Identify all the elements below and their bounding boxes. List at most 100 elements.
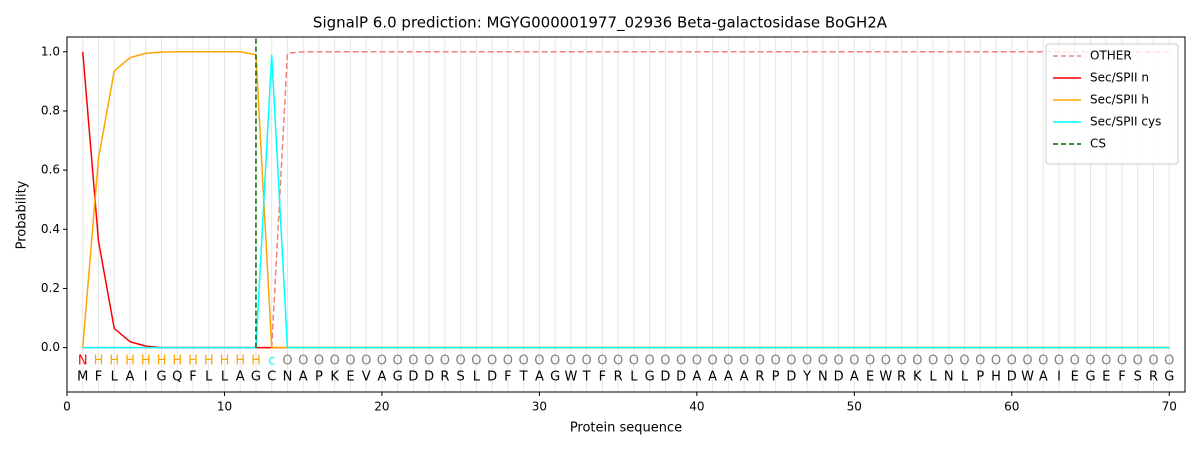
residue: G [393,370,403,385]
region-label: O [408,354,418,369]
region-label: O [912,354,922,369]
region-label: O [692,354,702,369]
legend-label: CS [1090,137,1106,151]
region-label: O [1022,354,1032,369]
residue: N [283,370,293,385]
residue: N [818,370,828,385]
residue: L [221,370,229,385]
residue: A [535,370,544,385]
residue: F [1118,370,1125,385]
residue: G [156,370,166,385]
region-label: O [1070,354,1080,369]
residue: P [315,370,323,385]
residue: P [772,370,780,385]
region-label: N [78,354,88,369]
y-tick-label: 0.4 [41,222,60,236]
x-tick-label: 30 [532,400,547,414]
y-tick-label: 0.0 [41,340,60,354]
region-label: O [582,354,592,369]
region-label: O [1054,354,1064,369]
series-line [82,51,1170,349]
region-label: O [597,354,607,369]
residue: G [645,370,655,385]
x-tick-label: 40 [689,400,704,414]
region-label: O [865,354,875,369]
region-label: O [487,354,497,369]
legend-label: Sec/SPII n [1090,71,1149,85]
legend-label: Sec/SPII h [1090,93,1149,107]
region-label: O [456,354,466,369]
residue: T [519,370,528,385]
region-label: O [1164,354,1174,369]
region-label: O [645,354,655,369]
region-label: O [503,354,513,369]
residue: L [929,370,937,385]
region-label: O [676,354,686,369]
region-label: O [707,354,717,369]
region-label: H [220,354,230,369]
residue: L [961,370,969,385]
residue: F [504,370,511,385]
region-label: O [629,354,639,369]
region-label: O [755,354,765,369]
region-label: O [440,354,450,369]
region-label: O [282,354,292,369]
residue: D [424,370,434,385]
residue: P [976,370,984,385]
region-label: O [818,354,828,369]
residue: V [362,370,371,385]
residue: G [550,370,560,385]
legend-label: Sec/SPII cys [1090,115,1161,129]
region-label: H [188,354,198,369]
residue: R [1149,370,1158,385]
residue: A [708,370,717,385]
residue: L [473,370,481,385]
region-label: O [534,354,544,369]
y-tick-label: 0.8 [41,103,60,117]
region-label: O [849,354,859,369]
residue: W [1021,370,1034,385]
region-label: O [975,354,985,369]
x-tick-label: 20 [374,400,389,414]
region-label: O [723,354,733,369]
residue: R [755,370,764,385]
residue: A [740,370,749,385]
x-tick-label: 10 [217,400,232,414]
residue: R [440,370,449,385]
region-label: O [802,354,812,369]
residue: H [991,370,1001,385]
residue: W [564,370,577,385]
residue: G [1164,370,1174,385]
residue: A [126,370,135,385]
region-label: O [881,354,891,369]
chart-title: SignalP 6.0 prediction: MGYG000001977_02… [313,14,888,33]
residue: E [1071,370,1079,385]
region-label: O [786,354,796,369]
residue: D [834,370,844,385]
legend-label: OTHER [1090,49,1132,63]
residue: C [267,370,276,385]
residue: E [1102,370,1110,385]
residue: F [189,370,196,385]
residue: I [1057,370,1061,385]
region-label: O [330,354,340,369]
region-label: O [424,354,434,369]
residue: I [144,370,148,385]
region-label: H [251,354,261,369]
series-line [81,51,1170,349]
region-label: O [1148,354,1158,369]
region-label: O [566,354,576,369]
residue: K [913,370,922,385]
region-label: O [1038,354,1048,369]
region-label: O [991,354,1001,369]
region-label: H [94,354,104,369]
residue: A [692,370,701,385]
region-label: O [471,354,481,369]
residue: W [879,370,892,385]
region-label: O [896,354,906,369]
region-label: O [833,354,843,369]
region-label: O [377,354,387,369]
residue: S [1134,370,1142,385]
residue: D [487,370,497,385]
